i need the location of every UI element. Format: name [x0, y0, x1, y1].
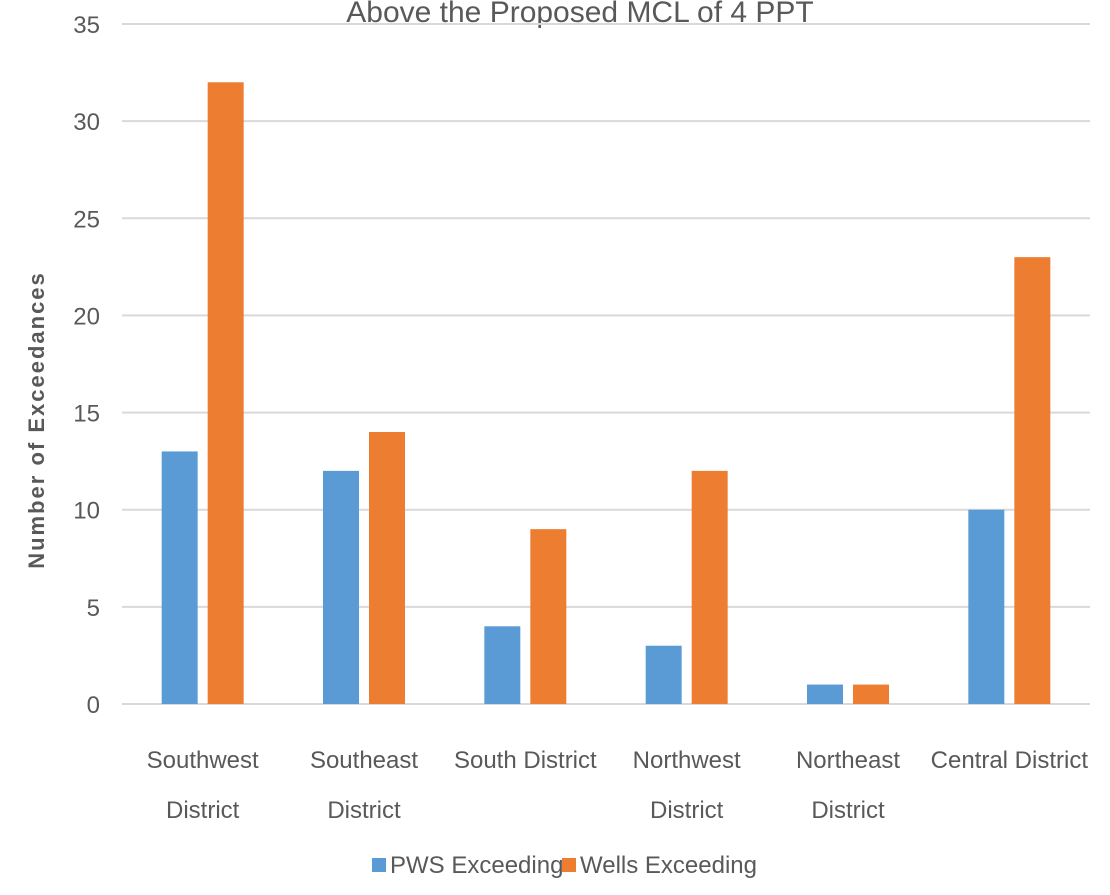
- y-tick-label: 10: [73, 498, 100, 525]
- gridlines: [122, 23, 1090, 705]
- bar-wells-1: [369, 432, 405, 704]
- legend-swatch-wells: [562, 858, 576, 872]
- x-category-label: District: [166, 797, 240, 824]
- x-category-label: Southwest: [147, 747, 259, 774]
- y-tick-label: 25: [73, 206, 100, 233]
- y-axis-label: Number of Exceedances: [24, 271, 49, 569]
- legend: PWS Exceeding Wells Exceeding: [372, 852, 757, 879]
- x-category-label: District: [327, 797, 401, 824]
- bar-wells-2: [530, 529, 567, 704]
- x-category-label: Central District: [931, 747, 1089, 774]
- x-category-label: Northwest: [633, 747, 741, 774]
- y-tick-label: 15: [73, 401, 100, 428]
- y-axis-ticks: 0 5 10 15 20 25 30 35: [73, 12, 100, 719]
- x-category-label: Southeast: [310, 747, 418, 774]
- y-tick-label: 35: [73, 12, 100, 39]
- y-tick-label: 5: [87, 595, 100, 622]
- bar-wells-4: [853, 684, 889, 704]
- bar-pws-1: [323, 470, 359, 704]
- bar-wells-5: [1014, 257, 1051, 704]
- bar-pws-4: [807, 684, 843, 704]
- y-tick-label: 30: [73, 109, 100, 136]
- bar-pws-5: [968, 509, 1005, 704]
- bar-pws-0: [161, 451, 198, 704]
- bar-wells-0: [207, 82, 244, 705]
- bar-pws-3: [645, 645, 682, 704]
- y-tick-label: 0: [87, 692, 100, 719]
- bar-pws-2: [484, 626, 521, 704]
- x-category-label: South District: [454, 747, 597, 774]
- y-tick-label: 20: [73, 303, 100, 330]
- bar-wells-3: [691, 470, 728, 704]
- legend-swatch-pws: [372, 858, 386, 872]
- legend-label-pws: PWS Exceeding: [390, 852, 563, 879]
- x-axis-categories: Southwest District Southeast District South …: [147, 747, 1089, 824]
- x-category-label: Northeast: [796, 747, 900, 774]
- bars: [161, 82, 1051, 705]
- x-category-label: District: [811, 797, 885, 824]
- x-category-label: District: [650, 797, 724, 824]
- legend-label-wells: Wells Exceeding: [580, 852, 757, 879]
